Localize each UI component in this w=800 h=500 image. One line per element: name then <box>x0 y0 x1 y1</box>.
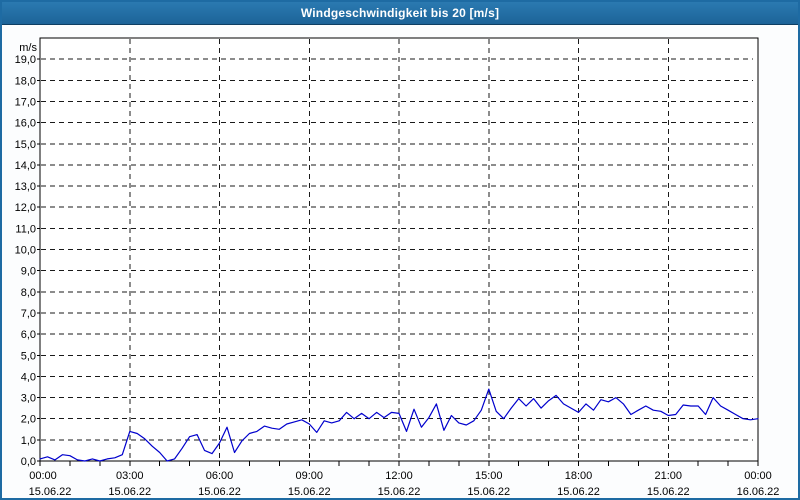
y-axis-tick-label: 2,0 <box>21 414 36 426</box>
x-axis-date-label: 15.06.22 <box>108 486 151 498</box>
y-axis-tick-label: 0,0 <box>21 456 36 468</box>
y-axis-tick-label: 8,0 <box>21 287 36 299</box>
x-axis-date-label: 15.06.22 <box>467 486 510 498</box>
x-axis-date-label: 15.06.22 <box>288 486 331 498</box>
x-axis-date-label: 15.06.22 <box>29 486 72 498</box>
x-axis-date-label: 16.06.22 <box>737 486 780 498</box>
chart-generated-content: 19,0 18,0 17,0 16,0 15,0 14,0 13,0 12,0 11,0 10,0… <box>15 37 780 498</box>
y-axis-tick-label: 13,0 <box>15 181 36 193</box>
x-axis-time-label: 18:00 <box>565 470 593 482</box>
x-axis-time-label: 06:00 <box>206 470 234 482</box>
x-axis-date-label: 15.06.22 <box>647 486 690 498</box>
x-axis-date-label: 15.06.22 <box>198 486 241 498</box>
y-axis-tick-label: 12,0 <box>15 202 36 214</box>
y-axis-tick-label: 1,0 <box>21 435 36 447</box>
y-axis-tick-label: 10,0 <box>15 245 36 257</box>
y-axis-tick-label: 14,0 <box>15 160 36 172</box>
chart-area: 19,0 18,0 17,0 16,0 15,0 14,0 13,0 12,0 11,0 10,0… <box>2 25 798 498</box>
wind-speed-line <box>39 388 759 462</box>
x-axis-time-label: 00:00 <box>29 470 57 482</box>
y-axis-tick-label: 7,0 <box>21 308 36 320</box>
x-axis-time-label: 00:00 <box>744 470 772 482</box>
y-axis-tick-label: 16,0 <box>15 118 36 130</box>
y-axis-tick-label: 6,0 <box>21 329 36 341</box>
x-axis-date-label: 15.06.22 <box>557 486 600 498</box>
x-axis-time-label: 12:00 <box>385 470 413 482</box>
y-axis-tick-label: 4,0 <box>21 371 36 383</box>
title-bar: Windgeschwindigkeit bis 20 [m/s] <box>2 2 798 25</box>
x-axis-date-label: 15.06.22 <box>378 486 421 498</box>
y-axis-tick-label: 15,0 <box>15 139 36 151</box>
y-axis-tick-label: 9,0 <box>21 266 36 278</box>
y-axis-tick-label: 17,0 <box>15 96 36 108</box>
x-axis-time-label: 03:00 <box>116 470 144 482</box>
y-axis-tick-label: 18,0 <box>15 75 36 87</box>
x-axis-time-label: 15:00 <box>475 470 503 482</box>
y-axis-tick-label: 19,0 <box>15 54 36 66</box>
wind-speed-chart: 19,0 18,0 17,0 16,0 15,0 14,0 13,0 12,0 11,0 10,0… <box>15 37 780 498</box>
x-axis-time-label: 21:00 <box>654 470 682 482</box>
y-axis-tick-label: 3,0 <box>21 393 36 405</box>
chart-title: Windgeschwindigkeit bis 20 [m/s] <box>300 6 500 20</box>
x-axis-time-label: 09:00 <box>295 470 323 482</box>
y-axis-unit-label: m/s <box>19 42 37 54</box>
y-axis-tick-label: 5,0 <box>21 350 36 362</box>
y-axis-tick-label: 11,0 <box>15 223 36 235</box>
